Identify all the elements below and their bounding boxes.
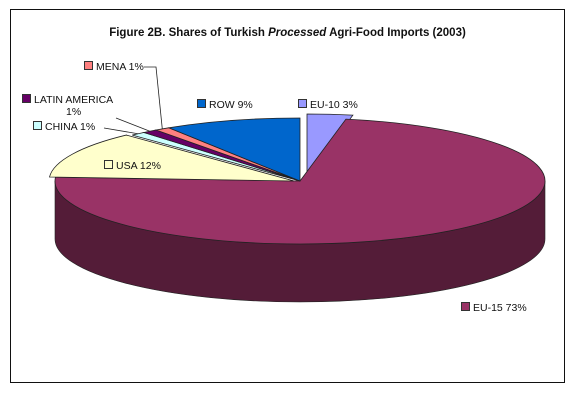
slice-label-text: USA 12%	[116, 160, 161, 172]
slice-label-text: EU-15 73%	[473, 302, 527, 314]
slice-label-text: LATIN AMERICA 1%	[34, 94, 114, 118]
pie-slice-usa	[48, 134, 295, 182]
slice-label-latin-america: LATIN AMERICA 1%	[22, 94, 142, 118]
slice-label-usa: USA 12%	[104, 160, 161, 172]
slice-label-row: ROW 9%	[197, 99, 253, 111]
slice-label-china: CHINA 1%	[33, 121, 95, 133]
chart-title-part-1: Figure 2B. Shares of Turkish	[109, 27, 269, 39]
pie-slice-eu-15	[54, 118, 546, 245]
slice-label-text: MENA 1%	[96, 61, 144, 73]
slice-label-mena: MENA 1%	[84, 61, 144, 73]
slice-label-marker	[33, 121, 42, 130]
chart-title-part-3: Agri-Food Imports (2003)	[326, 27, 466, 39]
slice-label-eu-15: EU-15 73%	[461, 302, 527, 314]
slice-label-marker	[197, 99, 206, 108]
slice-label-eu-10: EU-10 3%	[298, 99, 358, 111]
slice-label-text: ROW 9%	[209, 99, 253, 111]
leader-line-latin-america	[115, 117, 150, 132]
pie-slice-row	[167, 117, 301, 182]
slice-label-marker	[84, 61, 93, 70]
slice-label-marker	[22, 94, 31, 103]
slice-label-text: CHINA 1%	[45, 121, 96, 133]
slice-label-text: EU-10 3%	[310, 99, 358, 111]
chart-title-emphasis: Processed	[268, 27, 327, 39]
leader-line-mena	[144, 66, 163, 129]
chart-title: Figure 2B. Shares of Turkish Processed A…	[0, 27, 575, 39]
slice-label-marker	[461, 302, 470, 311]
slice-label-marker	[298, 99, 307, 108]
slice-label-marker	[104, 160, 113, 169]
leader-line-china	[103, 127, 139, 135]
pie-tops	[48, 113, 546, 245]
